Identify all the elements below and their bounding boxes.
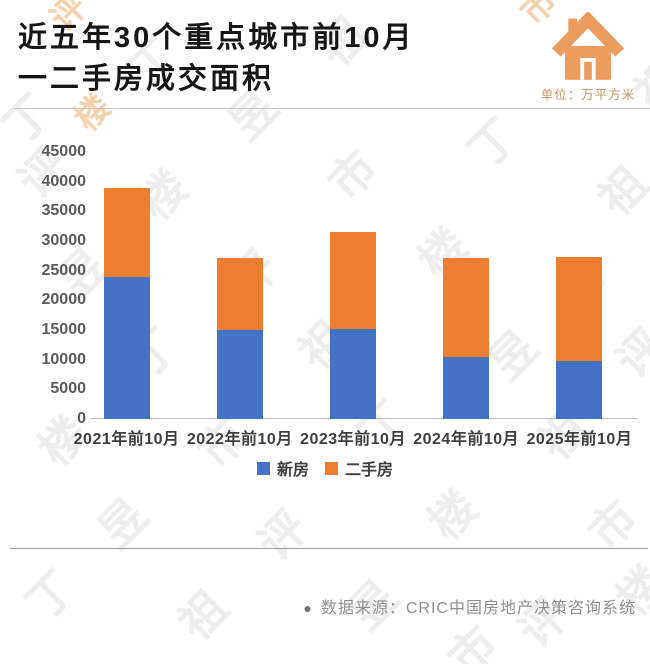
page-title-line-1: 近五年30个重点城市前10月 — [18, 22, 415, 54]
legend-swatch-icon — [325, 461, 338, 475]
bar-segment-二手房 — [330, 231, 376, 330]
legend-label: 二手房 — [345, 462, 394, 479]
x-axis-category-label: 2023年前10月 — [300, 431, 406, 448]
x-axis-category-label: 2025年前10月 — [526, 431, 633, 448]
bar-segment-新房 — [330, 329, 376, 419]
y-axis-tick-label: 15000 — [41, 321, 87, 338]
legend-item-二手房: 二手房 — [325, 456, 393, 480]
bar-segment-二手房 — [556, 257, 603, 362]
brand-mark: 单位：万平方米 — [540, 12, 636, 103]
y-axis-tick-label: 5000 — [50, 380, 86, 398]
bar-segment-新房 — [216, 330, 263, 419]
plot-area — [70, 152, 638, 419]
y-axis-tick-label: 25000 — [41, 261, 87, 279]
x-axis-category-label: 2024年前10月 — [413, 431, 520, 448]
page-title-line-2: 一二手房成交面积 — [18, 63, 275, 95]
legend-swatch-icon — [256, 461, 270, 475]
bar-segment-新房 — [103, 276, 150, 419]
data-source-text: 数据来源：CRIC中国房地产决策咨询系统 — [320, 600, 636, 617]
y-axis-tick-label: 0 — [77, 410, 86, 427]
y-axis-tick-label: 30000 — [41, 232, 87, 249]
header: 近五年30个重点城市前10月 一二手房成交面积 单位：万平方米 — [18, 12, 636, 102]
y-axis-tick-label: 45000 — [41, 143, 87, 160]
x-axis-category-label: 2022年前10月 — [186, 431, 293, 448]
footer: ● 数据来源：CRIC中国房地产决策咨询系统 — [303, 594, 636, 618]
bar-segment-新房 — [443, 357, 490, 419]
legend-label: 新房 — [276, 462, 309, 479]
bar-segment-二手房 — [103, 187, 150, 277]
bar-segment-二手房 — [216, 257, 263, 330]
legend-item-新房: 新房 — [256, 456, 309, 480]
house-icon — [552, 12, 624, 80]
section-divider-line — [10, 548, 648, 549]
unit-label: 单位：万平方米 — [540, 88, 636, 102]
y-axis-tick-label: 40000 — [41, 172, 87, 190]
x-axis-category-label: 2021年前10月 — [73, 431, 180, 448]
y-axis-tick-label: 10000 — [41, 350, 87, 368]
title-divider-line — [14, 108, 650, 109]
bar-segment-二手房 — [443, 257, 490, 358]
legend: 新房 二手房 — [0, 456, 650, 480]
y-axis-tick-label: 35000 — [41, 202, 87, 220]
y-axis-tick-label: 20000 — [41, 291, 87, 309]
bullet-icon: ● — [303, 600, 313, 616]
bar-segment-新房 — [556, 361, 603, 419]
